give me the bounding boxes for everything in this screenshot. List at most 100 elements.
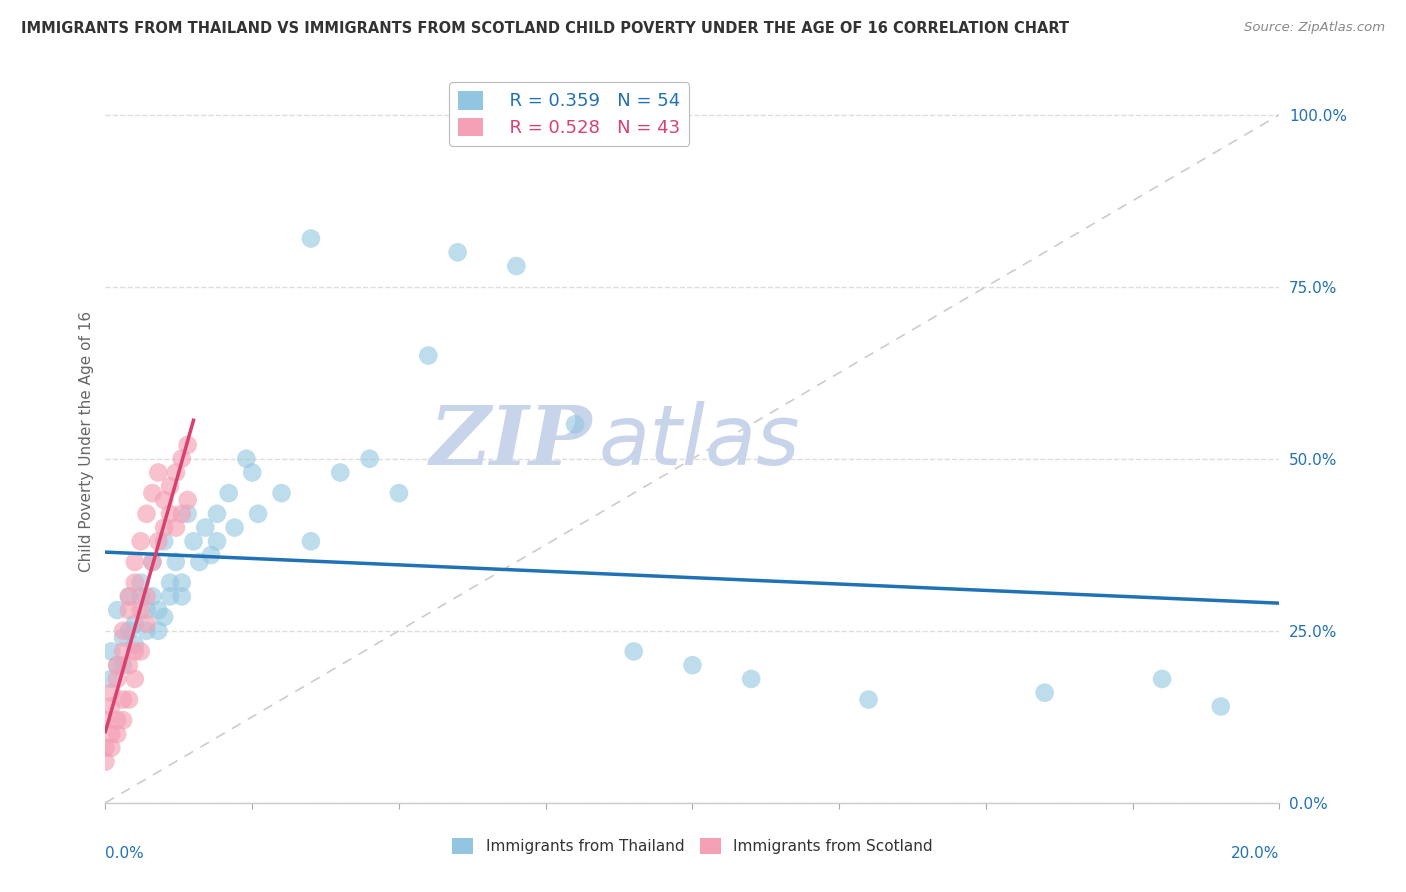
Point	[118, 624, 141, 638]
Point	[148, 534, 170, 549]
Point	[205, 507, 228, 521]
Point	[170, 590, 193, 604]
Point	[135, 603, 157, 617]
Point	[94, 755, 117, 769]
Point	[129, 575, 152, 590]
Point	[418, 349, 440, 363]
Point	[200, 548, 222, 562]
Text: 0.0%: 0.0%	[105, 847, 145, 861]
Point	[176, 493, 198, 508]
Point	[100, 644, 122, 658]
Point	[100, 727, 122, 741]
Point	[176, 438, 198, 452]
Point	[170, 451, 193, 466]
Point	[141, 555, 163, 569]
Point	[205, 534, 228, 549]
Point	[218, 486, 240, 500]
Point	[329, 466, 352, 480]
Point	[148, 603, 170, 617]
Point	[124, 575, 146, 590]
Point	[141, 590, 163, 604]
Text: ZIP: ZIP	[430, 401, 593, 482]
Point	[105, 658, 128, 673]
Point	[623, 644, 645, 658]
Point	[112, 631, 135, 645]
Text: Source: ZipAtlas.com: Source: ZipAtlas.com	[1244, 21, 1385, 34]
Point	[105, 727, 128, 741]
Point	[165, 520, 187, 534]
Point	[858, 692, 880, 706]
Point	[135, 590, 157, 604]
Legend: Immigrants from Thailand, Immigrants from Scotland: Immigrants from Thailand, Immigrants fro…	[446, 832, 939, 860]
Point	[153, 610, 176, 624]
Point	[240, 466, 263, 480]
Point	[100, 740, 122, 755]
Point	[112, 692, 135, 706]
Point	[94, 713, 117, 727]
Point	[148, 466, 170, 480]
Point	[100, 686, 122, 700]
Text: IMMIGRANTS FROM THAILAND VS IMMIGRANTS FROM SCOTLAND CHILD POVERTY UNDER THE AGE: IMMIGRANTS FROM THAILAND VS IMMIGRANTS F…	[21, 21, 1069, 36]
Y-axis label: Child Poverty Under the Age of 16: Child Poverty Under the Age of 16	[79, 311, 94, 572]
Point	[135, 507, 157, 521]
Point	[188, 555, 211, 569]
Point	[118, 590, 141, 604]
Point	[1209, 699, 1232, 714]
Point	[112, 624, 135, 638]
Point	[112, 658, 135, 673]
Text: atlas: atlas	[599, 401, 800, 482]
Point	[153, 493, 176, 508]
Point	[1150, 672, 1173, 686]
Point	[224, 520, 246, 534]
Point	[105, 603, 128, 617]
Point	[105, 713, 128, 727]
Point	[118, 692, 141, 706]
Point	[105, 672, 128, 686]
Point	[235, 451, 257, 466]
Point	[194, 520, 217, 534]
Point	[159, 479, 181, 493]
Point	[740, 672, 762, 686]
Point	[118, 603, 141, 617]
Point	[100, 672, 122, 686]
Point	[129, 534, 152, 549]
Point	[94, 740, 117, 755]
Point	[124, 616, 146, 631]
Point	[135, 616, 157, 631]
Point	[129, 603, 152, 617]
Point	[124, 555, 146, 569]
Point	[183, 534, 205, 549]
Point	[105, 658, 128, 673]
Point	[118, 658, 141, 673]
Point	[141, 486, 163, 500]
Point	[170, 507, 193, 521]
Point	[299, 534, 322, 549]
Point	[153, 534, 176, 549]
Point	[159, 575, 181, 590]
Point	[124, 644, 146, 658]
Point	[159, 590, 181, 604]
Point	[505, 259, 527, 273]
Point	[100, 699, 122, 714]
Text: 20.0%: 20.0%	[1232, 847, 1279, 861]
Point	[165, 466, 187, 480]
Point	[165, 555, 187, 569]
Point	[299, 231, 322, 245]
Point	[247, 507, 270, 521]
Point	[129, 644, 152, 658]
Point	[112, 644, 135, 658]
Point	[159, 507, 181, 521]
Point	[124, 672, 146, 686]
Point	[124, 638, 146, 652]
Point	[564, 417, 586, 432]
Point	[129, 590, 152, 604]
Point	[176, 507, 198, 521]
Point	[447, 245, 470, 260]
Point	[112, 713, 135, 727]
Point	[270, 486, 292, 500]
Point	[141, 555, 163, 569]
Point	[682, 658, 704, 673]
Point	[170, 575, 193, 590]
Point	[135, 624, 157, 638]
Point	[388, 486, 411, 500]
